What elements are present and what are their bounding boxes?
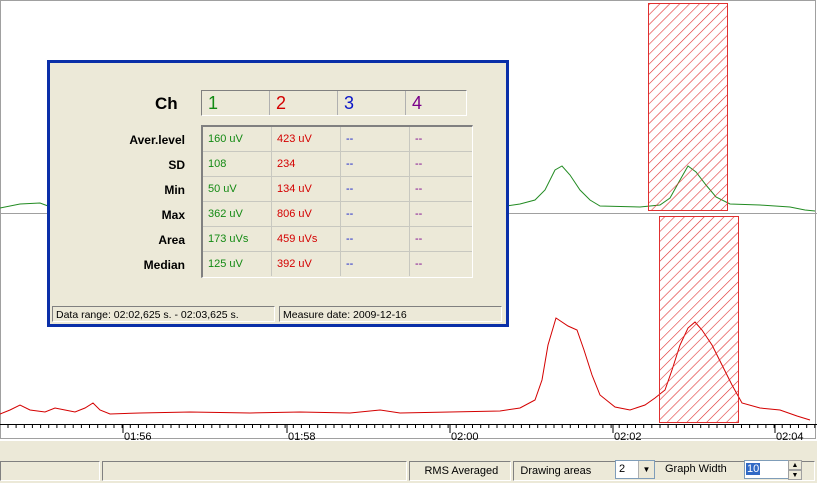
stat-label-area: Area bbox=[158, 233, 185, 247]
stat-cell: 423 uV bbox=[272, 127, 341, 151]
status-panel-empty-1 bbox=[0, 460, 100, 481]
mode-label: RMS Averaged bbox=[409, 460, 512, 481]
stat-cell: -- bbox=[415, 183, 423, 195]
stat-cell: -- bbox=[341, 227, 410, 251]
measure-date-text: Measure date: 2009-12-16 bbox=[279, 306, 502, 322]
time-axis-tick-label: 02:02 bbox=[614, 431, 642, 440]
spin-down-icon[interactable]: ▼ bbox=[788, 470, 802, 480]
selection-region-bottom bbox=[659, 216, 739, 423]
stat-cell: 125 uV bbox=[203, 252, 272, 276]
stat-label-aver-level: Aver.level bbox=[129, 133, 185, 147]
stat-row: 108 234 -- -- bbox=[203, 152, 472, 177]
chevron-down-icon[interactable]: ▼ bbox=[638, 461, 654, 478]
stat-cell: 160 uV bbox=[203, 127, 272, 151]
stat-row: 362 uV 806 uV -- -- bbox=[203, 202, 472, 227]
statistics-panel: Ch 1 2 3 4 Aver.level SD Min Max Area Me… bbox=[47, 60, 509, 327]
stat-cell: 50 uV bbox=[203, 177, 272, 201]
drawing-areas-select[interactable]: 2 ▼ bbox=[615, 460, 655, 479]
time-axis-tick-label: 02:04 bbox=[776, 431, 804, 440]
selection-region-top bbox=[648, 3, 728, 211]
spin-up-icon[interactable]: ▲ bbox=[788, 460, 802, 470]
stat-cell: 173 uVs bbox=[203, 227, 272, 251]
stat-cell: 459 uVs bbox=[272, 227, 341, 251]
channel-header-label: Ch bbox=[155, 94, 178, 113]
plot-frame bbox=[0, 0, 816, 439]
stat-cell: 234 bbox=[272, 152, 341, 176]
stat-cell: -- bbox=[341, 177, 410, 201]
stat-cell: -- bbox=[415, 233, 423, 245]
stat-cell: -- bbox=[341, 252, 410, 276]
stat-cell: -- bbox=[415, 208, 423, 220]
stat-cell: -- bbox=[341, 202, 410, 226]
stats-status-bar: Data range: 02:02,625 s. - 02:03,625 s. … bbox=[50, 305, 506, 324]
stat-cell: -- bbox=[415, 258, 423, 270]
stat-row: 50 uV 134 uV -- -- bbox=[203, 177, 472, 202]
channel-1-header: 1 bbox=[202, 91, 270, 115]
stat-row: 160 uV 423 uV -- -- bbox=[203, 127, 472, 152]
stat-cell: -- bbox=[341, 127, 410, 151]
stat-cell: 392 uV bbox=[272, 252, 341, 276]
graph-width-label: Graph Width bbox=[665, 463, 727, 475]
stat-label-min: Min bbox=[164, 183, 185, 197]
signal-plot-canvas[interactable]: 01:56 01:58 02:00 02:02 02:04 bbox=[0, 0, 817, 440]
channel-3-header: 3 bbox=[338, 91, 406, 115]
stat-cell: 362 uV bbox=[203, 202, 272, 226]
time-axis-tick-label: 01:56 bbox=[124, 431, 152, 440]
drawing-areas-label: Drawing areas bbox=[520, 464, 592, 477]
channel-2-header: 2 bbox=[270, 91, 338, 115]
stat-row: 173 uVs 459 uVs -- -- bbox=[203, 227, 472, 252]
stat-cell: 806 uV bbox=[272, 202, 341, 226]
graph-width-input[interactable]: 10 bbox=[744, 460, 789, 479]
stat-label-sd: SD bbox=[168, 158, 185, 172]
time-axis-tick-label: 02:00 bbox=[451, 431, 479, 440]
status-panel-empty-2 bbox=[101, 460, 408, 481]
channel-4-header: 4 bbox=[412, 93, 423, 113]
stat-row: 125 uV 392 uV -- -- bbox=[203, 252, 472, 277]
stat-cell: 134 uV bbox=[272, 177, 341, 201]
graph-width-value: 10 bbox=[746, 463, 761, 475]
stat-label-max: Max bbox=[161, 208, 185, 222]
horizontal-scroll-strip[interactable] bbox=[0, 440, 817, 459]
channel-header-row: 1 2 3 4 bbox=[201, 90, 467, 116]
controls-panel: Drawing areas bbox=[513, 460, 815, 481]
signal-plot-area[interactable]: 01:56 01:58 02:00 02:02 02:04 bbox=[0, 0, 817, 440]
data-range-text: Data range: 02:02,625 s. - 02:03,625 s. bbox=[52, 306, 275, 322]
stat-cell: -- bbox=[415, 133, 423, 145]
stat-label-median: Median bbox=[143, 258, 185, 272]
drawing-areas-value: 2 bbox=[619, 463, 626, 475]
time-axis-tick-label: 01:58 bbox=[288, 431, 316, 440]
stat-values-grid: 160 uV 423 uV -- -- 108 234 -- -- 50 uV … bbox=[201, 125, 473, 278]
stat-cell: 108 bbox=[203, 152, 272, 176]
stat-cell: -- bbox=[415, 158, 423, 170]
stat-cell: -- bbox=[341, 152, 410, 176]
bottom-toolbar: RMS Averaged Drawing areas bbox=[0, 458, 817, 483]
stat-row-labels: Aver.level SD Min Max Area Median bbox=[70, 128, 185, 278]
